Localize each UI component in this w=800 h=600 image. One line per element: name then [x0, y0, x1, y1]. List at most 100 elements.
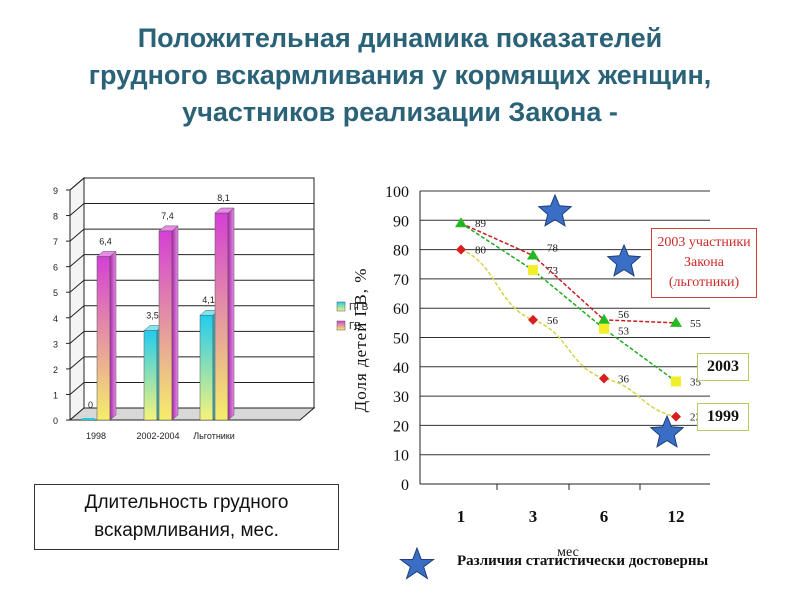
- significance-star-icon: [537, 193, 573, 227]
- bar-grid-diagonal: [69, 203, 85, 216]
- bar-pgv-2: [199, 314, 214, 421]
- significance-star-icon: [649, 414, 685, 448]
- line-x-tick-label: 1: [457, 507, 466, 526]
- line-data-label-1999: 80: [475, 245, 487, 257]
- line-y-tick-label: 90: [393, 213, 409, 230]
- bar-x-tick-label: 2002-2004: [136, 431, 179, 441]
- bar-grid-diagonal: [69, 228, 85, 242]
- bar-data-label-gv-2: 8,1: [217, 193, 230, 203]
- line-data-label-1999: 23: [690, 412, 702, 424]
- page-title: Положительная динамика показателей грудн…: [0, 20, 800, 131]
- title-line-3: участников реализации Закона -: [182, 97, 618, 127]
- bar-x-tick-label: 1998: [86, 431, 106, 441]
- bar-grid-diagonal: [69, 330, 85, 344]
- line-y-tick-label: 10: [393, 448, 409, 465]
- line-y-tick-label: 0: [401, 477, 409, 494]
- line-y-tick-label: 40: [393, 360, 409, 377]
- line-point-1999: [671, 411, 681, 422]
- line-y-tick-label: 80: [393, 243, 409, 260]
- bar-pgv-0: [82, 418, 95, 420]
- bar-legend-swatch-pgv: [336, 301, 346, 312]
- bar-grid-diagonal: [69, 254, 85, 268]
- bar-gv-0: [96, 256, 111, 421]
- bar-grid-diagonal: [69, 356, 85, 370]
- bar-data-label-gv-0: 6,4: [99, 236, 112, 246]
- line-x-axis-label: мес: [557, 545, 579, 560]
- bar-data-label-pgv-1: 3,5: [146, 311, 159, 321]
- title-line-2: грудного вскармливания у кормящих женщин…: [88, 60, 712, 90]
- bar-top-gv-1: [158, 225, 179, 232]
- bar-side-gv-1: [171, 225, 179, 421]
- line-point-1999: [456, 244, 466, 255]
- line-point-1999: [599, 373, 609, 384]
- caption-line-2: вскармливания, мес.: [94, 520, 279, 541]
- bar-y-tick-label: 3: [53, 339, 58, 349]
- bar-top-gv-0: [96, 251, 117, 257]
- legend-box-1999: 1999: [697, 403, 749, 431]
- bar-grid-diagonal: [69, 279, 85, 293]
- bar-y-tick-label: 5: [53, 288, 58, 298]
- line-data-label-lgot: 78: [547, 242, 559, 254]
- line-point-lgot: [455, 217, 467, 228]
- line-y-axis-label: Доля детей ГВ, %: [351, 268, 370, 413]
- bar-y-tick-label: 1: [53, 390, 58, 400]
- bar-grid-diagonal: [69, 177, 85, 191]
- bar-y-tick-label: 7: [53, 237, 58, 247]
- bar-data-label-pgv-2: 4,1: [202, 295, 215, 305]
- line-data-label-2003: 73: [547, 265, 559, 277]
- line-point-2003: [528, 265, 538, 276]
- significance-note: Различия статистически достоверны: [457, 553, 709, 569]
- line-x-tick-label: 6: [600, 507, 609, 526]
- significance-star-icon: [606, 243, 642, 277]
- line-series-lgot: [460, 222, 677, 324]
- line-series-2003: [460, 222, 677, 383]
- line-point-1999: [528, 314, 538, 325]
- line-data-label-lgot: 55: [690, 318, 702, 330]
- line-data-label-1999: 56: [547, 315, 559, 327]
- legend-box-2003-lgot: 2003 участники Закона (льготники): [651, 228, 757, 298]
- bar-y-tick-label: 0: [53, 416, 58, 426]
- line-point-lgot: [598, 313, 610, 324]
- bar-chart-caption: Длительность грудного вскармливания, мес…: [34, 484, 339, 550]
- line-point-lgot: [527, 249, 539, 260]
- legend-box-lgot-line-3: (льготники): [668, 275, 740, 290]
- note-star-icon: [399, 547, 435, 580]
- bar-legend-swatch-gv: [336, 320, 346, 331]
- legend-box-lgot-line-1: 2003 участники: [657, 235, 751, 250]
- legend-box-2003: 2003: [697, 353, 749, 381]
- line-x-tick-label: 12: [668, 507, 685, 526]
- caption-line-1: Длительность грудного: [84, 492, 289, 513]
- bar-legend-label-gv: ГВ: [349, 321, 361, 332]
- bar-y-tick-label: 2: [53, 365, 58, 375]
- title-line-1: Положительная динамика показателей: [137, 23, 663, 53]
- bar-side-gv-0: [109, 250, 117, 421]
- bar-grid-diagonal: [69, 382, 85, 395]
- line-y-tick-label: 30: [393, 389, 409, 406]
- line-y-tick-label: 100: [385, 184, 409, 201]
- bar-pgv-1: [143, 330, 158, 421]
- bar-y-tick-label: 4: [53, 314, 58, 324]
- line-point-lgot: [670, 316, 682, 327]
- bar-gv-2: [214, 212, 229, 421]
- legend-box-lgot-line-2: Закона: [683, 255, 725, 270]
- line-data-label-lgot: 56: [618, 309, 630, 321]
- bar-chart-back-wall: [83, 177, 315, 409]
- bar-data-label-gv-1: 7,4: [161, 211, 174, 221]
- bar-legend-label-pgv: ПГВ: [349, 302, 369, 313]
- bar-y-tick-label: 9: [53, 186, 58, 196]
- line-y-tick-label: 70: [393, 272, 409, 289]
- line-x-tick-label: 3: [529, 507, 538, 526]
- line-y-tick-label: 50: [393, 331, 409, 348]
- bar-grid-diagonal: [69, 305, 85, 319]
- bar-data-label-pgv-0: 0: [88, 400, 93, 410]
- bar-side-gv-2: [227, 207, 235, 421]
- bar-y-tick-label: 8: [53, 212, 58, 222]
- line-data-label-2003: 35: [690, 376, 702, 388]
- line-data-label-lgot: 89: [475, 218, 487, 230]
- bar-top-gv-2: [214, 207, 235, 214]
- bar-x-tick-label: Льготники: [193, 431, 235, 441]
- line-y-tick-label: 60: [393, 301, 409, 318]
- line-series-1999: [460, 248, 677, 418]
- line-data-label-1999: 36: [618, 374, 630, 386]
